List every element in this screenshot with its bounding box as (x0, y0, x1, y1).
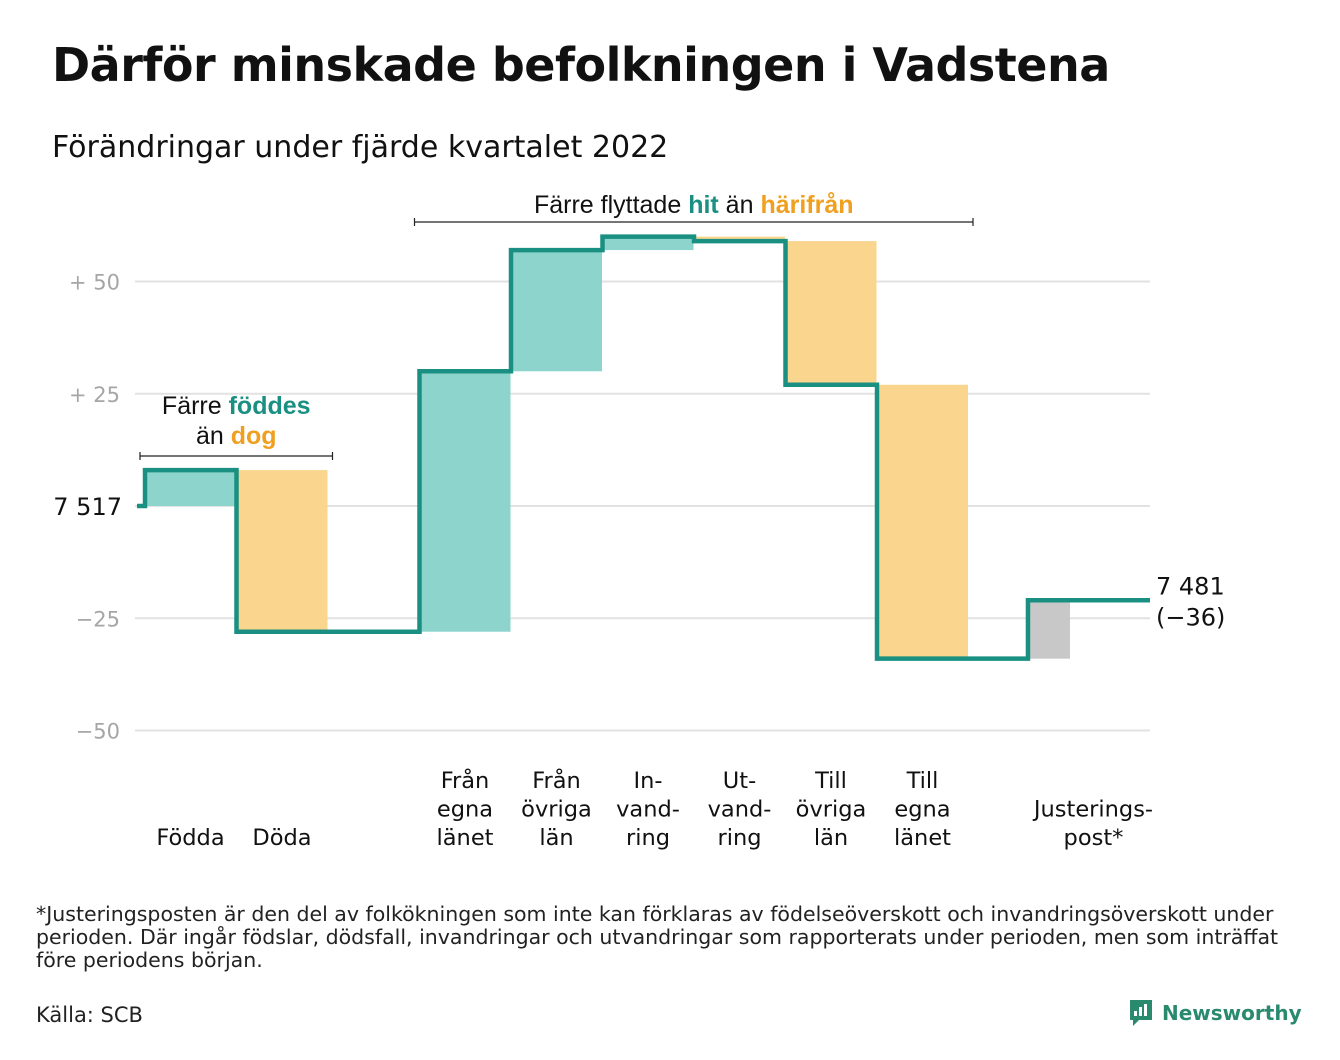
bar-outflow (877, 384, 968, 659)
bar-inflow (145, 470, 236, 506)
category-label: län (814, 825, 848, 851)
annotation-span: än (719, 191, 761, 219)
category-label: Till (906, 768, 939, 794)
annotation-span: härifrån (760, 191, 853, 219)
category-label: In- (633, 768, 662, 794)
y-tick-label: −50 (76, 720, 120, 744)
y-tick-label: + 50 (69, 271, 120, 295)
category-label: egna (894, 797, 950, 823)
category-label: Från (532, 766, 581, 794)
bar-outflow (236, 470, 328, 632)
category-label: vand- (616, 797, 680, 823)
bar-inflow (602, 236, 694, 251)
category-label: egna (437, 797, 493, 823)
category-label: Från (441, 766, 490, 794)
category-label: ring (717, 825, 761, 851)
category-label: Till (814, 768, 847, 794)
category-label: vand- (708, 797, 772, 823)
newsworthy-logo-icon (1130, 1000, 1152, 1026)
annotation-births-deaths: Färre föddes (162, 392, 311, 420)
chart-subtitle: Förändringar under fjärde kvartalet 2022 (52, 130, 669, 165)
end-change-label: (−36) (1156, 603, 1225, 631)
category-label: länet (894, 825, 951, 851)
baseline-value-label: 7 517 (53, 493, 122, 521)
annotation-span: dog (231, 422, 277, 450)
annotation-span: föddes (229, 392, 311, 420)
annotation-births-deaths-line2: än dog (196, 422, 277, 450)
chart-title: Därför minskade befolkningen i Vadstena (52, 38, 1110, 92)
source-label: Källa: SCB (36, 1003, 143, 1027)
end-value-label: 7 481 (1156, 572, 1225, 600)
bar-inflow (419, 371, 511, 632)
category-label: Födda (156, 825, 224, 851)
category-label: ring (626, 825, 670, 851)
category-label: Döda (252, 825, 311, 851)
bar-outflow (785, 241, 877, 385)
category-label: län (539, 825, 573, 851)
annotation-span: Färre (162, 392, 229, 420)
bar-adjustment (1027, 600, 1070, 659)
bar-inflow (511, 250, 602, 372)
y-tick-label: −25 (76, 607, 120, 631)
brand-name: Newsworthy (1162, 1001, 1302, 1025)
category-label: övriga (521, 797, 592, 823)
annotation-migration: Färre flyttade hit än härifrån (534, 191, 854, 219)
brand-logo: Newsworthy (1128, 997, 1302, 1029)
annotation-span: Färre flyttade (534, 191, 688, 219)
annotation-span: hit (688, 191, 719, 219)
category-label: Justerings- (1032, 797, 1153, 823)
y-tick-label: + 25 (69, 383, 120, 407)
population-step-line (137, 234, 1150, 661)
category-label: Ut- (723, 768, 756, 794)
footnote: *Justeringsposten är den del av folkökni… (36, 902, 1279, 972)
category-label: övriga (796, 797, 867, 823)
annotation-span: än (196, 422, 231, 450)
category-label: post* (1064, 825, 1124, 851)
category-label: länet (437, 825, 494, 851)
